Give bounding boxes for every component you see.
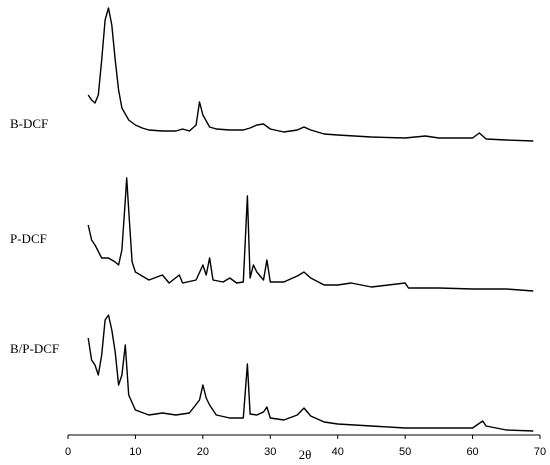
xrd-trace — [87, 314, 534, 432]
xrd-trace — [87, 177, 534, 292]
series-label: B/P-DCF — [10, 341, 59, 356]
x-tick-label: 10 — [129, 446, 141, 458]
xrd-trace — [87, 7, 534, 142]
x-tick-label: 0 — [65, 446, 71, 458]
x-axis-label: 2θ — [299, 447, 312, 462]
x-tick-label: 20 — [197, 446, 209, 458]
x-tick-label: 70 — [534, 446, 546, 458]
x-tick-label: 30 — [264, 446, 276, 458]
x-tick-label: 60 — [466, 446, 478, 458]
series-label: B-DCF — [10, 116, 48, 131]
x-tick-label: 50 — [399, 446, 411, 458]
series-label: P-DCF — [10, 231, 47, 246]
x-tick-label: 40 — [332, 446, 344, 458]
